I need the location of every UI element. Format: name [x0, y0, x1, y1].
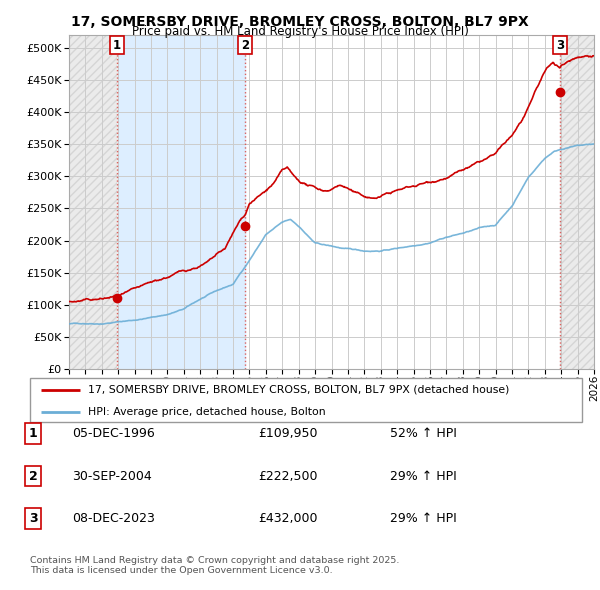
Text: £222,500: £222,500: [258, 470, 317, 483]
Text: 3: 3: [556, 38, 564, 51]
Text: 52% ↑ HPI: 52% ↑ HPI: [390, 427, 457, 440]
Text: 1: 1: [29, 427, 37, 440]
Text: 1: 1: [113, 38, 121, 51]
Bar: [560, 35, 594, 369]
Text: 17, SOMERSBY DRIVE, BROMLEY CROSS, BOLTON, BL7 9PX (detached house): 17, SOMERSBY DRIVE, BROMLEY CROSS, BOLTO…: [88, 385, 509, 395]
Text: 17, SOMERSBY DRIVE, BROMLEY CROSS, BOLTON, BL7 9PX: 17, SOMERSBY DRIVE, BROMLEY CROSS, BOLTO…: [71, 15, 529, 30]
Text: 05-DEC-1996: 05-DEC-1996: [72, 427, 155, 440]
Text: 3: 3: [29, 512, 37, 525]
Text: 30-SEP-2004: 30-SEP-2004: [72, 470, 152, 483]
Text: 29% ↑ HPI: 29% ↑ HPI: [390, 470, 457, 483]
Bar: [560, 35, 594, 369]
Text: 29% ↑ HPI: 29% ↑ HPI: [390, 512, 457, 525]
Text: £109,950: £109,950: [258, 427, 317, 440]
Text: 2: 2: [29, 470, 37, 483]
Text: £432,000: £432,000: [258, 512, 317, 525]
Bar: [117, 35, 245, 369]
Text: 08-DEC-2023: 08-DEC-2023: [72, 512, 155, 525]
Text: HPI: Average price, detached house, Bolton: HPI: Average price, detached house, Bolt…: [88, 407, 326, 417]
Bar: [69, 35, 117, 369]
FancyBboxPatch shape: [30, 378, 582, 422]
Text: Price paid vs. HM Land Registry's House Price Index (HPI): Price paid vs. HM Land Registry's House …: [131, 25, 469, 38]
Text: Contains HM Land Registry data © Crown copyright and database right 2025.
This d: Contains HM Land Registry data © Crown c…: [30, 556, 400, 575]
Bar: [69, 35, 117, 369]
Text: 2: 2: [241, 38, 250, 51]
